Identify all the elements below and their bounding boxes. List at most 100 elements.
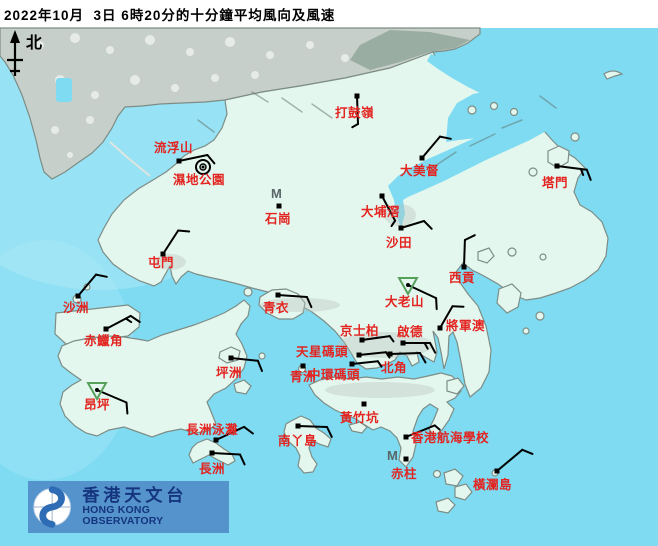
station-marker [406, 283, 410, 287]
station-label: 天星碼頭 [296, 344, 348, 359]
yim-tin-tsai [477, 247, 495, 264]
station-marker [494, 468, 500, 474]
jin-island [535, 311, 545, 321]
wind-barb-feather [585, 168, 592, 181]
north-label: 北 [26, 34, 42, 52]
station-label: 青衣 [263, 300, 289, 315]
station-label: 石崗 [264, 211, 291, 226]
station-label: 大埔滘 [361, 204, 400, 219]
station-沙洲: 沙洲 [63, 273, 108, 315]
station-label: 沙田 [386, 236, 412, 250]
station-marker [461, 264, 467, 270]
station-長洲泳灘: 長洲泳灘 [186, 422, 254, 443]
wind-barb-feather [243, 425, 254, 435]
wind-barb [381, 195, 397, 222]
port-shelter-islet-2 [539, 253, 547, 261]
wind-barb [496, 448, 524, 472]
wind-barb-feather [256, 359, 263, 372]
station-啟德: 啟德 [397, 324, 437, 354]
shenzhen-bay-inlet [56, 78, 72, 102]
hilltop-station-triangle [86, 382, 108, 402]
station-流浮山: 流浮山 [154, 140, 216, 165]
station-marker [209, 450, 215, 456]
ma-wan [243, 287, 253, 297]
plover-cove-islets [467, 101, 519, 117]
airport-chek-lap-kok [54, 304, 141, 345]
kau-yi-chau [258, 352, 266, 360]
station-marker [398, 225, 404, 231]
inland-waters [388, 54, 565, 228]
station-京士柏: 京士柏 [340, 323, 395, 343]
wind-barb [178, 154, 209, 162]
station-香港航海學校: 香港航海學校 [403, 424, 489, 445]
page-title: 2022年10月 3日 6時20分的十分鐘平均風向及風速 [4, 8, 336, 23]
wind-barb-feather [351, 123, 359, 129]
station-西貢: 西貢 [449, 234, 476, 285]
station-marker [359, 337, 365, 343]
wind-barb-feather [390, 219, 397, 228]
wind-barb-feather [326, 426, 333, 438]
wind-barb-feather [419, 352, 427, 364]
station-label: 青洲 [290, 369, 316, 384]
station-屯門: 屯門 [148, 229, 191, 270]
hko-logo: 香港天文台 HONG KONG OBSERVATORY [28, 481, 229, 533]
station-label: 長洲泳灘 [186, 422, 238, 437]
wind-barb-feather [124, 317, 133, 324]
wind-barb-feather [463, 234, 476, 241]
tap-mun-island [547, 145, 570, 169]
station-label: 赤鱲角 [84, 333, 123, 348]
wind-barb [230, 357, 259, 362]
station-大埔滘: 大埔滘 [361, 193, 400, 228]
logo-name-english: HONG KONG OBSERVATORY [82, 503, 164, 527]
station-天星碼頭: 天星碼頭 [296, 344, 391, 359]
station-label: 打鼓嶺 [335, 105, 374, 120]
wind-barb-feather [129, 314, 141, 323]
hei-ling-chau [233, 379, 252, 395]
station-marker [201, 165, 205, 169]
station-marker [379, 193, 385, 199]
station-label: 昂坪 [84, 397, 110, 412]
border-hills [350, 30, 470, 70]
station-label: 南丫島 [278, 433, 317, 448]
station-黃竹坑: 黃竹坑 [339, 401, 379, 425]
wind-barb-feather [439, 135, 452, 140]
station-長洲: 長洲 [199, 450, 246, 476]
tung-ping-chau [603, 70, 624, 80]
station-marker [160, 251, 166, 257]
wind-barb [215, 425, 246, 441]
station-marker [403, 434, 409, 440]
station-marker [213, 437, 219, 443]
station-marker [356, 352, 362, 358]
wind-barb-feather [239, 453, 246, 466]
tung-lung-chau [446, 377, 465, 395]
starling-inlet [427, 54, 505, 101]
station-label: 赤柱 [391, 466, 417, 481]
wind-barb [162, 229, 180, 255]
wind-barb-feather [125, 401, 129, 415]
station-marker [387, 351, 393, 357]
hko-emblem-icon [33, 486, 71, 528]
port-shelter-islet-1 [507, 247, 517, 257]
station-大老山: 大老山 [385, 277, 438, 311]
wind-barb [463, 239, 466, 268]
station-塔門: 塔門 [542, 163, 592, 190]
wind-barb [297, 425, 328, 428]
station-青衣: 青衣 [263, 292, 313, 315]
ngau-mei-islet [522, 327, 530, 335]
station-marker [354, 93, 360, 99]
station-南丫島: 南丫島 [278, 423, 333, 448]
station-label: 北角 [381, 360, 407, 375]
station-marker [437, 325, 443, 331]
station-濕地公園: 濕地公園 [173, 159, 225, 187]
wind-barb [277, 294, 308, 298]
beaufort-island [435, 497, 456, 514]
islands [54, 70, 624, 514]
station-打鼓嶺: 打鼓嶺 [335, 93, 374, 129]
station-坪洲: 坪洲 [216, 355, 263, 380]
islet-ne [570, 132, 580, 142]
hong-kong-island [308, 372, 462, 468]
north-arrow: 北 [7, 30, 42, 76]
